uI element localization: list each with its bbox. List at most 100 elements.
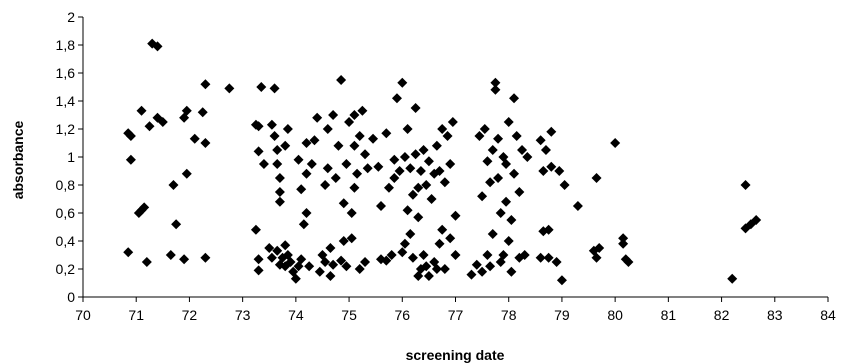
- y-tick-label: 1,6: [56, 65, 76, 81]
- data-point: [274, 196, 285, 207]
- data-point: [200, 252, 211, 263]
- data-point: [272, 145, 283, 155]
- data-point: [179, 254, 190, 265]
- data-point: [556, 275, 567, 286]
- data-point: [325, 271, 336, 281]
- data-point: [503, 236, 514, 246]
- data-point: [572, 201, 583, 211]
- data-point: [397, 247, 408, 258]
- data-point: [509, 168, 520, 179]
- data-point: [354, 264, 365, 274]
- data-point: [322, 124, 333, 134]
- data-point: [501, 196, 512, 207]
- x-tick-label: 74: [288, 307, 304, 323]
- data-point: [258, 159, 269, 169]
- data-point: [493, 173, 504, 183]
- data-point: [543, 224, 554, 235]
- data-point: [125, 131, 136, 141]
- y-tick-label: 1: [67, 149, 75, 165]
- y-tick-label: 0,4: [56, 233, 76, 249]
- data-point: [256, 82, 267, 92]
- data-point: [618, 233, 629, 244]
- data-point: [591, 173, 602, 183]
- x-tick-label: 78: [501, 307, 517, 323]
- data-point: [399, 152, 410, 162]
- data-point: [471, 259, 482, 270]
- data-point: [445, 233, 456, 244]
- data-point: [439, 177, 450, 188]
- data-point: [450, 210, 461, 221]
- data-point: [269, 83, 280, 94]
- data-point: [535, 135, 546, 146]
- data-point: [381, 255, 392, 266]
- data-point: [501, 159, 512, 169]
- data-point: [320, 180, 331, 190]
- x-tick-label: 80: [607, 307, 623, 323]
- data-point: [325, 243, 336, 253]
- data-point: [341, 261, 352, 272]
- data-point: [466, 269, 477, 280]
- data-point: [336, 75, 347, 85]
- data-point: [415, 166, 426, 176]
- data-point: [362, 163, 373, 174]
- data-point: [141, 257, 152, 267]
- data-point: [373, 161, 384, 172]
- data-point: [498, 250, 509, 260]
- data-point: [594, 243, 605, 253]
- data-point: [511, 131, 522, 141]
- y-tick-label: 0,8: [56, 177, 76, 193]
- data-point: [487, 229, 498, 239]
- data-point: [290, 273, 301, 284]
- y-tick-label: 2: [67, 9, 75, 25]
- data-point: [189, 133, 200, 144]
- data-point: [274, 187, 285, 197]
- data-point: [285, 257, 296, 267]
- data-point: [506, 266, 517, 277]
- data-point: [434, 238, 445, 249]
- data-point: [407, 252, 418, 263]
- data-point: [423, 156, 434, 167]
- data-point: [328, 110, 339, 120]
- data-point: [266, 119, 277, 130]
- x-tick-label: 75: [341, 307, 357, 323]
- data-point: [442, 131, 453, 141]
- data-point: [157, 117, 168, 127]
- data-point: [381, 128, 392, 139]
- data-point: [139, 202, 150, 213]
- data-point: [386, 250, 397, 260]
- data-point: [495, 208, 506, 218]
- data-point: [224, 83, 235, 94]
- data-point: [165, 250, 176, 260]
- x-tick-label: 83: [767, 307, 783, 323]
- x-tick-label: 81: [661, 307, 677, 323]
- data-point: [346, 233, 357, 244]
- data-point: [445, 159, 456, 169]
- data-point: [439, 264, 450, 274]
- data-point: [546, 126, 557, 137]
- data-point: [447, 117, 458, 127]
- x-tick-label: 72: [182, 307, 198, 323]
- data-point: [434, 166, 445, 176]
- data-point: [200, 138, 211, 148]
- data-point: [477, 266, 488, 277]
- data-point: [253, 254, 264, 265]
- data-point: [405, 229, 416, 239]
- data-point: [413, 212, 424, 223]
- data-point: [280, 240, 291, 251]
- data-point: [407, 189, 418, 200]
- data-point: [349, 182, 360, 193]
- data-point: [517, 145, 528, 155]
- data-point: [301, 138, 312, 148]
- y-tick-label: 0: [67, 289, 75, 305]
- data-point: [450, 250, 461, 260]
- data-point: [431, 140, 442, 151]
- data-point: [314, 266, 325, 277]
- y-tick-label: 1,8: [56, 37, 76, 53]
- data-point: [328, 259, 339, 270]
- data-point: [253, 265, 264, 276]
- data-point: [591, 252, 602, 263]
- data-point: [304, 261, 315, 272]
- data-point: [354, 131, 365, 141]
- data-point: [437, 224, 448, 235]
- plot-area: 0 0,2 0,4 0,6 0,8 1 1,2 1,4 1,6 1,8 2 70 71 72 73 74 75…: [56, 9, 836, 323]
